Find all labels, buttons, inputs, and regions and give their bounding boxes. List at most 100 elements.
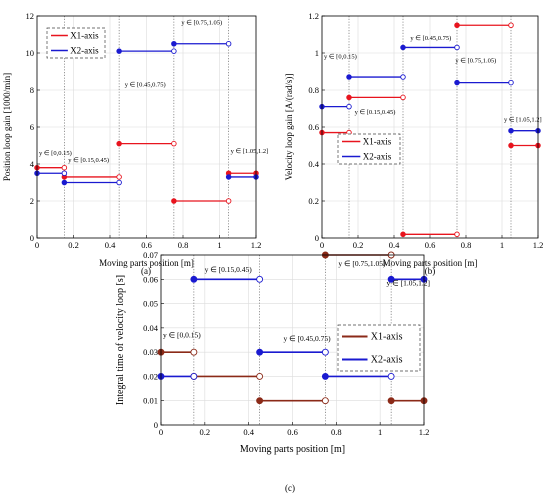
series-end-point-0 xyxy=(190,348,198,356)
y-tick-label: 0 xyxy=(315,233,319,243)
x-tick-label: 0.8 xyxy=(461,240,472,250)
y-tick-label: 4 xyxy=(30,159,35,169)
x-tick-label: 0.8 xyxy=(331,427,342,437)
series-start-point-1 xyxy=(190,275,198,283)
interval-annotation: y ∈ [0,0.15) xyxy=(324,54,357,61)
interval-annotation: y ∈ [0.45,0.75) xyxy=(125,81,166,88)
series-end-point-1 xyxy=(116,179,122,186)
x-axis-label: Moving parts position [m] xyxy=(240,444,345,455)
interval-annotation: y ∈ [0.45,0.75) xyxy=(410,35,451,42)
series-end-point-1 xyxy=(400,74,406,80)
chart-panel-2: 0 0.2 0.4 0.6 0.8 1 1.2 0 0.01 0.02 0.03 0.04 0.05 0.… xyxy=(115,250,430,455)
series-end-point-1 xyxy=(225,41,232,47)
y-tick-label: 0.2 xyxy=(308,196,319,206)
y-axis-label: Position loop gain [1000/min] xyxy=(2,73,12,181)
series-end-point-1 xyxy=(387,372,395,380)
series-end-point-0 xyxy=(61,164,68,171)
x-tick-label: 0.2 xyxy=(353,240,364,250)
caption-c: (c) xyxy=(285,483,295,493)
plot-frame xyxy=(36,15,257,239)
series-end-point-1 xyxy=(346,103,352,110)
series-end-point-0 xyxy=(321,397,329,405)
y-tick-label: 0.05 xyxy=(143,299,158,309)
x-tick-label: 0 xyxy=(159,427,163,437)
x-tick-label: 0.2 xyxy=(200,427,211,437)
x-tick-label: 1.2 xyxy=(251,240,262,250)
legend-box xyxy=(337,133,401,165)
x-tick-label: 0.2 xyxy=(68,240,79,250)
interval-annotation: y ∈ [0.15,0.45) xyxy=(355,109,396,116)
y-tick-label: 12 xyxy=(26,11,35,21)
series-start-point-1 xyxy=(454,79,460,86)
interval-annotation: y ∈ [0.75,1.05) xyxy=(455,57,496,64)
y-tick-label: 8 xyxy=(30,85,34,95)
caption-a: (a) xyxy=(141,266,151,276)
x-axis-label: Moving parts position [m] xyxy=(383,258,478,268)
interval-annotation: y ∈ [1.05,1.2] xyxy=(231,148,269,155)
y-tick-label: 1 xyxy=(315,48,319,58)
interval-annotation: y ∈ [1.05,1.2] xyxy=(387,278,430,287)
chart-panel-1: 0 0.2 0.4 0.6 0.8 1 1.2 0 0.2 0.4 0.6 0.8 1 1.2 y ∈ [0… xyxy=(284,11,543,268)
series-end-point-0 xyxy=(171,140,177,147)
series-end-point-1 xyxy=(171,48,177,54)
series-end-point-1 xyxy=(454,44,460,51)
series-end-point-1 xyxy=(61,170,68,176)
series-start-point-1 xyxy=(387,275,395,283)
series-start-point-1 xyxy=(400,44,406,51)
series-start-point-0 xyxy=(400,231,406,238)
y-tick-label: 6 xyxy=(30,122,34,132)
series-end-point-0 xyxy=(225,198,232,204)
series-start-point-1 xyxy=(171,41,177,47)
legend-label-1: X2-axis xyxy=(371,355,403,366)
interval-annotation: y ∈ [0,0.15) xyxy=(163,331,201,340)
series-end-point-1 xyxy=(508,79,514,86)
series-start-point-0 xyxy=(454,22,460,29)
y-tick-label: 0.03 xyxy=(143,347,158,357)
legend-label-1: X2-axis xyxy=(363,152,392,162)
series-end-point-1 xyxy=(256,275,264,283)
plot-frame xyxy=(160,254,425,426)
legend-label-0: X1-axis xyxy=(363,137,392,147)
y-tick-label: 1.2 xyxy=(308,11,319,21)
series-start-point-0 xyxy=(346,94,352,101)
plot-frame xyxy=(321,15,539,239)
x-tick-label: 0 xyxy=(35,240,39,250)
y-tick-label: 0.8 xyxy=(308,85,319,95)
y-tick-label: 0 xyxy=(30,233,34,243)
interval-annotation: y ∈ [1.05,1.2] xyxy=(504,116,542,123)
series-start-point-1 xyxy=(508,127,514,134)
series-end-point-1 xyxy=(321,348,329,356)
x-tick-label: 0.6 xyxy=(287,427,298,437)
y-tick-label: 0.06 xyxy=(143,274,158,284)
series-start-point-1 xyxy=(321,372,329,380)
interval-annotation: y ∈ [0.45,0.75) xyxy=(284,334,332,343)
legend-label-1: X2-axis xyxy=(70,46,99,56)
x-tick-label: 0.4 xyxy=(243,427,254,437)
series-start-point-0 xyxy=(508,142,514,149)
x-tick-label: 0.8 xyxy=(178,240,189,250)
y-tick-label: 0.02 xyxy=(143,371,158,381)
x-tick-label: 0.4 xyxy=(105,240,116,250)
interval-annotation: y ∈ [0.75,1.05) xyxy=(338,259,386,268)
legend-label-0: X1-axis xyxy=(70,31,99,41)
x-tick-label: 0 xyxy=(320,240,324,250)
x-axis-label: Moving parts position [m] xyxy=(99,258,194,268)
interval-annotation: y ∈ [0.15,0.45) xyxy=(205,265,253,274)
series-start-point-0 xyxy=(116,140,122,147)
legend-label-0: X1-axis xyxy=(371,332,403,343)
series-start-point-0 xyxy=(256,397,264,405)
series-start-point-0 xyxy=(171,198,177,204)
x-tick-label: 1 xyxy=(378,427,382,437)
series-start-point-1 xyxy=(256,348,264,356)
y-tick-label: 0.07 xyxy=(143,250,158,260)
series-start-point-1 xyxy=(116,48,122,54)
y-tick-label: 0 xyxy=(154,420,158,430)
series-end-point-0 xyxy=(508,22,514,29)
interval-annotation: y ∈ [0.75,1.05) xyxy=(181,19,222,26)
y-tick-label: 0.01 xyxy=(143,396,158,406)
x-tick-label: 0.6 xyxy=(141,240,152,250)
series-end-point-0 xyxy=(256,372,264,380)
series-start-point-1 xyxy=(61,179,68,186)
